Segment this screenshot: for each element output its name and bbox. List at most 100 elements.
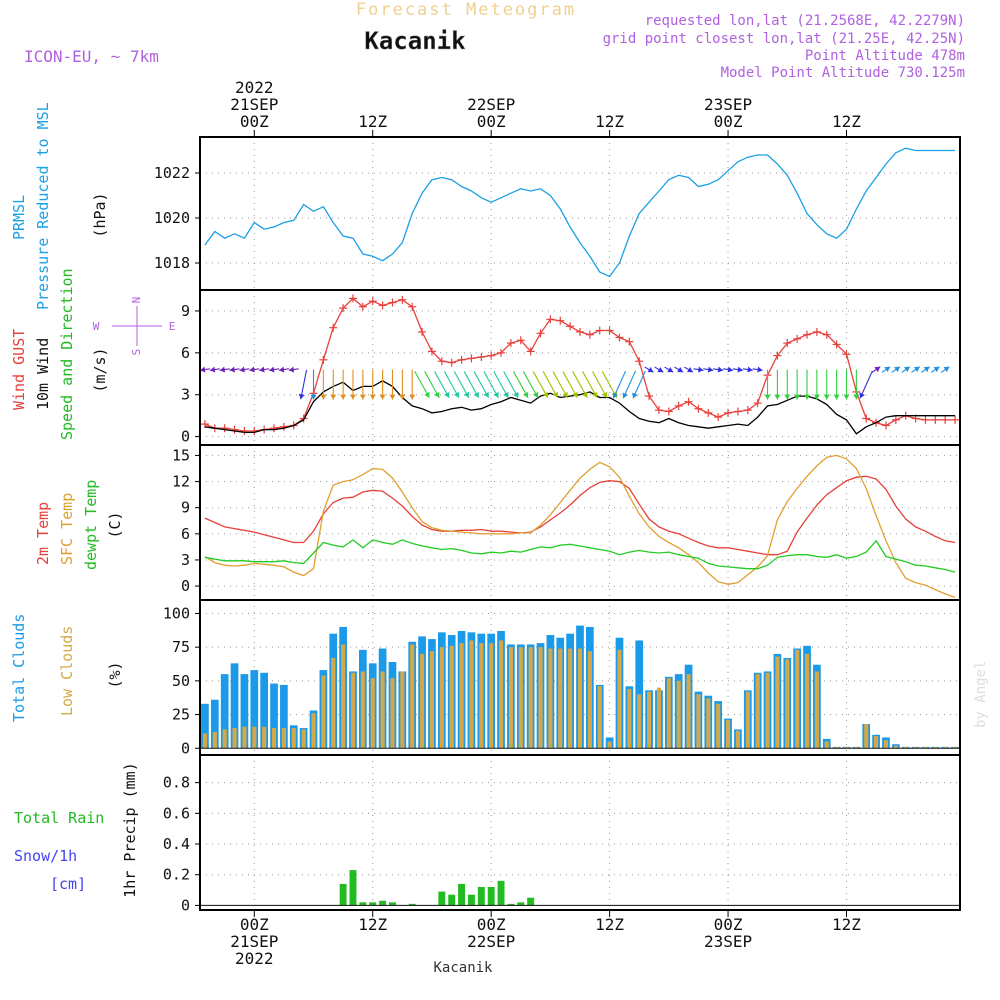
wind-arrow-head	[463, 391, 470, 398]
low-clouds-bar	[725, 719, 731, 749]
gust-marker	[556, 316, 565, 325]
gust-marker	[536, 329, 545, 338]
clouds-ytick-label: 50	[172, 672, 190, 690]
low-clouds-bar	[874, 736, 879, 749]
pressure-unit-label: (hPa)	[91, 192, 109, 237]
wind-panel: 0 3 6 9	[181, 289, 961, 446]
low-clouds-bar	[913, 746, 918, 749]
gust-marker	[881, 421, 890, 430]
wind-direction-arrow	[513, 371, 529, 399]
gust-marker	[566, 322, 575, 331]
low-clouds-bar	[686, 674, 691, 749]
low-clouds-bar	[390, 678, 395, 749]
wind-ytick-label: 0	[181, 428, 190, 446]
gust-marker	[951, 415, 960, 424]
wind-arrow-head	[409, 394, 416, 400]
low-clouds-bar	[952, 746, 958, 749]
low-clouds-bar	[814, 671, 819, 749]
wind-arrow-head	[923, 366, 930, 373]
low-clouds-bar	[400, 671, 405, 749]
wind-arrow-head	[582, 391, 588, 398]
wind-arrow-head	[813, 394, 820, 400]
low-clouds-bar	[834, 746, 839, 749]
wind-arrow-shaft	[473, 371, 490, 399]
wind-arrow-head	[453, 391, 460, 398]
bottom-time-label: 22SEP	[467, 932, 515, 951]
wind-ytick-label: 9	[181, 302, 190, 320]
gust-marker	[427, 347, 436, 356]
wind-arrow-head	[622, 392, 628, 399]
rain-bar	[517, 902, 525, 906]
wind-arrow-head	[199, 366, 206, 373]
wind-arrow-head	[239, 366, 245, 373]
gust-marker	[635, 357, 644, 366]
wind-direction-arrow	[774, 369, 781, 400]
model-label: ICON-EU, ~ 7km	[24, 47, 159, 66]
wind-arrow-head	[552, 391, 558, 398]
gust-marker	[645, 392, 654, 401]
wind-direction-arrow	[399, 369, 406, 400]
low-clouds-bar	[607, 741, 612, 749]
wind-arrow-head	[219, 366, 226, 373]
low-clouds-bar	[587, 651, 592, 749]
top-time-label: 23SEP	[704, 95, 752, 114]
compass-east: E	[169, 320, 176, 333]
wind-arrow-head	[833, 394, 840, 400]
gust-marker	[743, 406, 752, 415]
wind-direction-arrow	[654, 366, 664, 373]
pressure-panel: 1018 1020 1022	[154, 136, 961, 291]
gust-marker	[546, 315, 555, 324]
wind-arrow-head	[747, 366, 753, 373]
wind-arrow-head	[399, 394, 406, 400]
low-clouds-bar	[508, 647, 513, 749]
clouds-panel: 0 25 50 75 100	[163, 599, 961, 757]
gust-marker	[230, 425, 239, 434]
bottom-time-label: 21SEP	[230, 932, 278, 951]
temp-series-2m-temp	[204, 475, 956, 556]
wind-direction-arrow	[453, 371, 470, 399]
wind-direction-arrow	[911, 366, 921, 373]
wind-arrow-head	[904, 366, 910, 373]
wind-arrow-head	[707, 366, 714, 373]
low-clouds-bar	[498, 640, 504, 749]
wind-direction-arrow	[340, 369, 347, 400]
wind-direction-arrow	[239, 366, 250, 373]
rain-bar	[497, 880, 505, 906]
gust-marker	[329, 323, 338, 332]
wind-arrow-shaft	[552, 371, 568, 399]
low-clouds-bar	[903, 746, 908, 749]
rain-bar	[349, 870, 357, 906]
wind-direction-arrow	[823, 369, 830, 400]
temp-unit-label: (C)	[106, 511, 124, 538]
low-clouds-bar	[291, 728, 296, 749]
rain-bar	[477, 886, 485, 906]
rain-bar	[527, 897, 535, 906]
gust-marker	[506, 339, 515, 348]
pressure-ytick-label: 1020	[154, 209, 190, 227]
total-clouds-bar	[280, 684, 288, 749]
wind-direction-arrow	[703, 366, 714, 373]
total-clouds-label: Total Clouds	[10, 614, 28, 722]
compass-north: N	[130, 297, 143, 304]
meteogram-subtitle: Forecast Meteogram	[356, 0, 576, 20]
wind-arrow-head	[562, 391, 568, 398]
wind-arrow-head	[717, 366, 724, 373]
wind-arrow-head	[737, 366, 743, 373]
wind-direction-arrow	[379, 369, 386, 400]
wind-direction-arrow	[764, 369, 771, 400]
gust-marker	[773, 351, 782, 360]
low-clouds-bar	[656, 687, 662, 749]
low-clouds-bar	[617, 649, 622, 749]
wind-arrow-shaft	[414, 371, 430, 399]
low-clouds-bar	[933, 746, 938, 749]
wind-arrow-head	[774, 394, 781, 400]
wind-10m-label: 10m Wind	[34, 338, 52, 410]
wind-direction-arrow	[723, 366, 734, 373]
wind-arrow-shaft	[562, 371, 578, 399]
wind-direction-arrow	[693, 366, 704, 373]
gust-marker	[240, 427, 249, 436]
rain-bar	[448, 894, 456, 906]
wind-direction-arrow	[901, 366, 911, 373]
rain-bar	[487, 886, 495, 906]
